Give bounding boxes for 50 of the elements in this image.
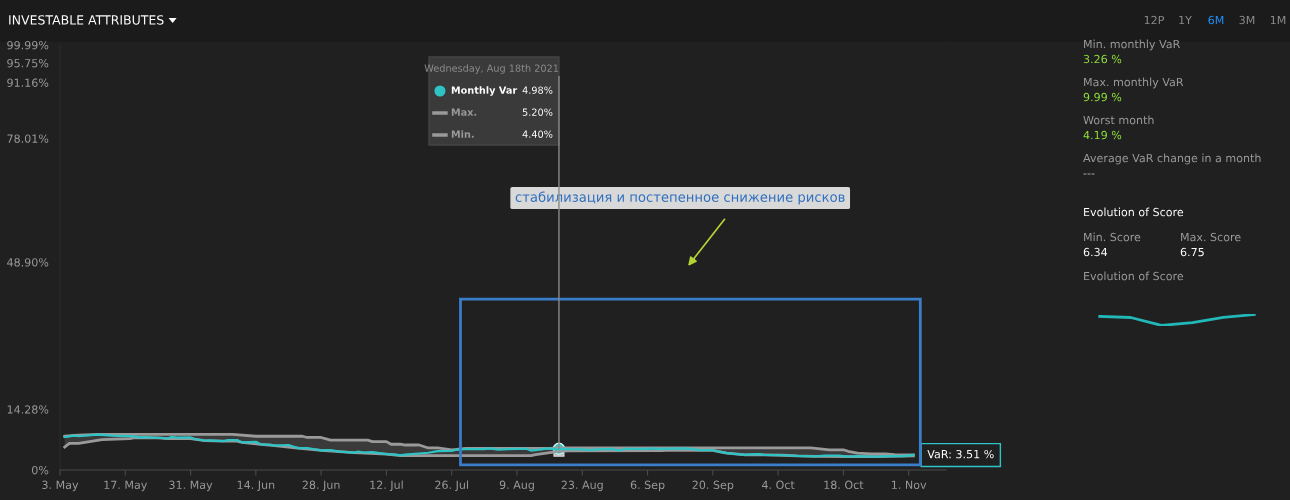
text: 6.75 <box>1180 247 1204 257</box>
y-tick-label: 14.28% <box>7 405 49 414</box>
x-tick-label: 4. Oct <box>762 480 795 490</box>
x-tick-label: 23. Aug <box>561 480 603 492</box>
text: 1M <box>1270 15 1286 25</box>
text: Max. Score <box>1181 232 1241 242</box>
x-tick-label: 28. Jun <box>302 480 340 492</box>
text: 3.26 % <box>1083 54 1122 64</box>
text: 6M <box>1208 15 1224 25</box>
y-tick-label: 91.16% <box>7 78 49 87</box>
annotation: 5.20% <box>522 108 553 116</box>
legend-label: Monthly Var <box>451 86 518 96</box>
text: 12P <box>1144 15 1165 25</box>
x-tick-label: 14. Jun <box>237 480 275 492</box>
y-tick-label: 99.99% <box>7 40 49 50</box>
text: Average VaR change in a month <box>1083 153 1261 165</box>
text: 4.19 % <box>1083 130 1122 140</box>
text: Min. monthly VaR <box>1084 39 1180 51</box>
annotation: стабилизация и постепенное снижение рисков <box>515 191 845 205</box>
text: 9.99 % <box>1083 92 1122 102</box>
y-tick-label: 0% <box>31 465 49 475</box>
x-tick-label: 1. Nov <box>892 480 927 490</box>
annotation: Wednesday, Aug 18th 2021 <box>424 64 559 74</box>
y-tick-label: 78.01% <box>7 134 49 143</box>
text: 6.34 <box>1083 247 1108 257</box>
annotation: 4.40% <box>522 130 553 138</box>
y-tick-label: 95.75% <box>7 59 49 68</box>
text: Worst month <box>1083 115 1154 125</box>
x-tick-label: 17. May <box>104 480 148 492</box>
annotation: VaR: 3.51 % <box>927 449 994 459</box>
x-tick-label: 12. Jul <box>370 480 403 492</box>
legend-label: Min. <box>451 130 474 138</box>
text: 1Y <box>1179 15 1192 25</box>
x-tick-label: 26. Jul <box>435 480 468 492</box>
text: Evolution of Score <box>1084 207 1184 217</box>
x-tick-label: 31. May <box>169 480 213 492</box>
text: Max. monthly VaR <box>1084 77 1184 89</box>
text: 3M <box>1239 15 1255 25</box>
text: Min. Score <box>1084 232 1141 242</box>
chart-title: INVESTABLE ATTRIBUTES <box>9 15 164 25</box>
text: --- <box>1083 173 1095 175</box>
x-tick-label: 18. Oct <box>824 480 864 490</box>
y-tick-label: 48.90% <box>7 258 49 267</box>
annotation: 4.98% <box>522 86 553 94</box>
x-tick-label: 9. Aug <box>499 480 534 492</box>
x-tick-label: 3. May <box>42 480 79 492</box>
x-tick-label: 6. Sep <box>630 480 665 492</box>
legend-label: Max. <box>451 108 477 116</box>
x-tick-label: 20. Sep <box>692 480 734 492</box>
chart-title: Evolution of Score <box>1084 271 1184 281</box>
